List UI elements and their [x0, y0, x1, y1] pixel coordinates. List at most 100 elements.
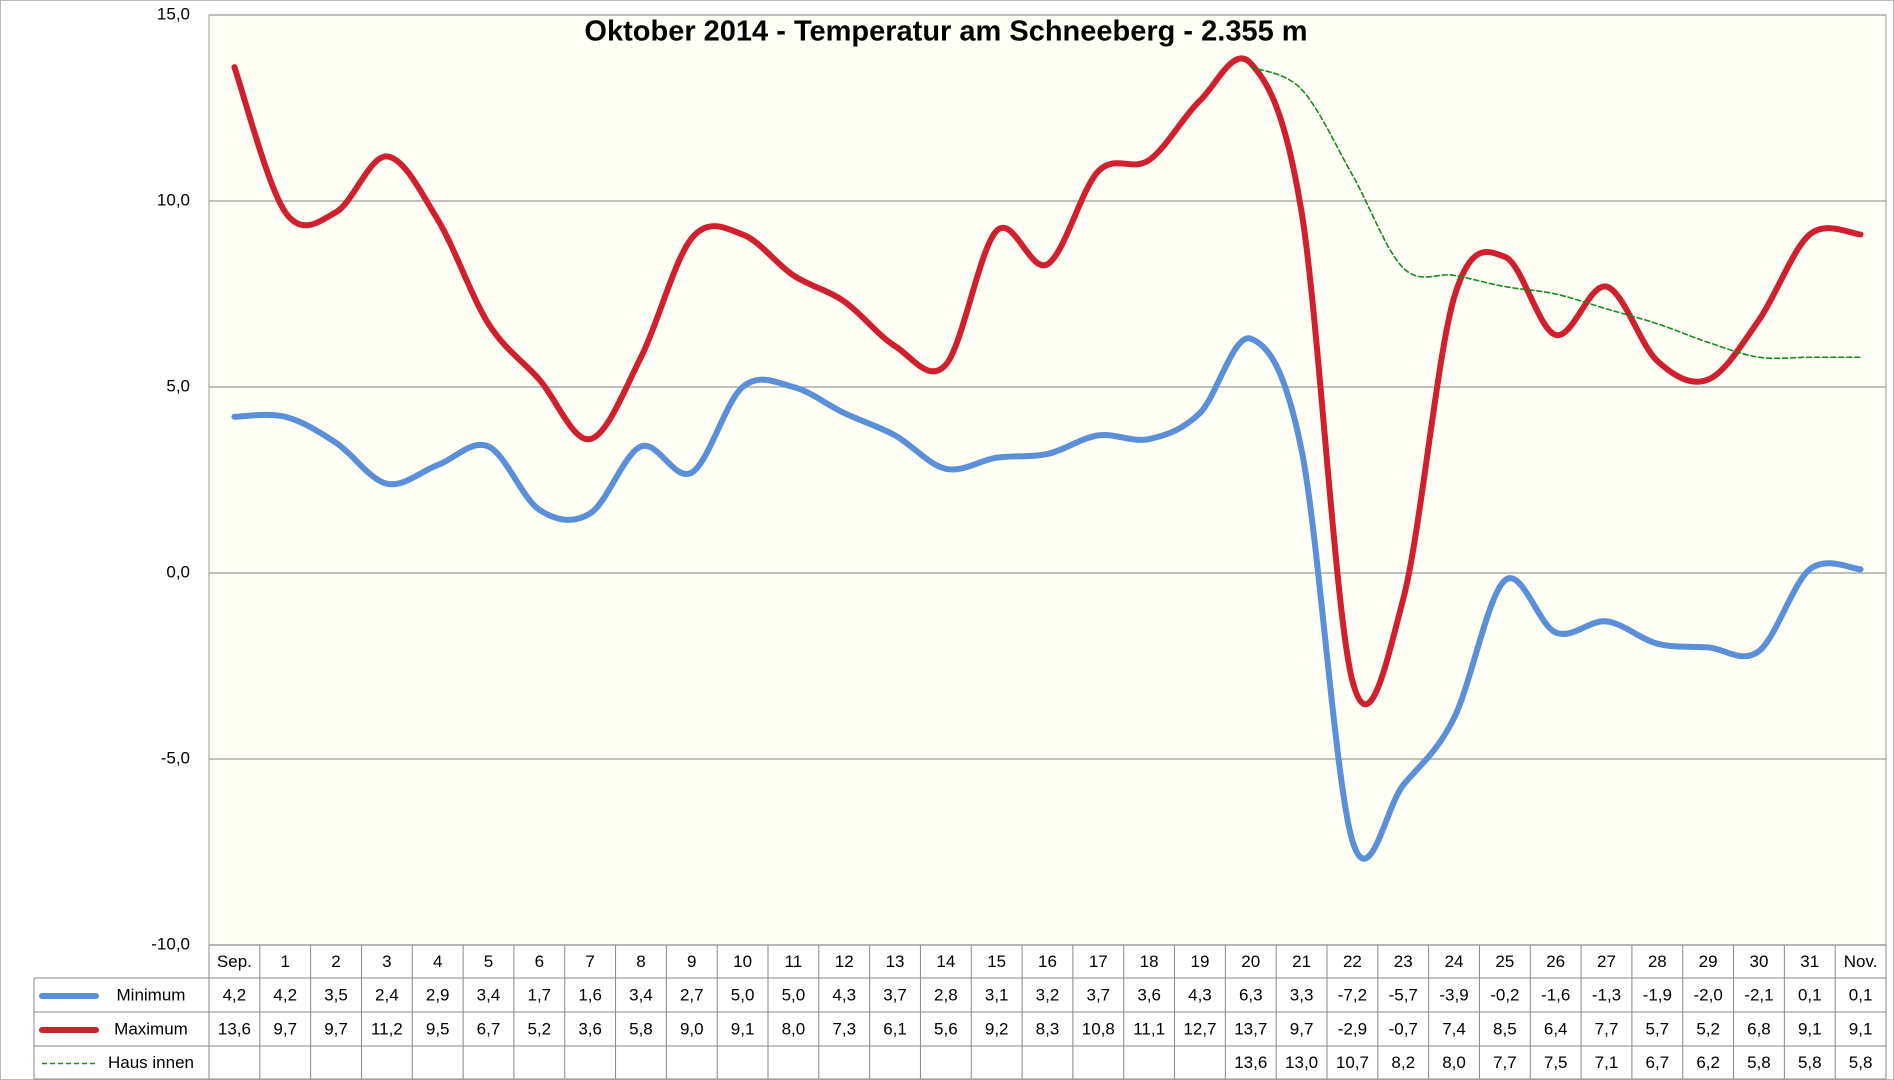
x-tick-label: 13: [886, 952, 905, 971]
x-tick-label: 11: [785, 952, 803, 971]
data-label: 9,2: [985, 1019, 1009, 1038]
data-label: 4,3: [1188, 985, 1212, 1004]
data-label: 5,6: [934, 1019, 958, 1038]
x-tick-label: 14: [936, 952, 955, 971]
data-label: 8,5: [1493, 1019, 1517, 1038]
x-tick-label: 20: [1241, 952, 1260, 971]
data-table: Sep. 1 2 3 4 5 6 7 8 9 10 11 12 13 14 15 16 17 18 19 20 21 22 2…: [33, 944, 1887, 1080]
x-tick-label: 5: [484, 952, 493, 971]
data-label: 13,7: [1234, 1019, 1267, 1038]
x-tick-label: 25: [1495, 952, 1514, 971]
data-label: 0,1: [1798, 985, 1822, 1004]
data-label: 13,6: [1234, 1053, 1267, 1072]
chart-title: Oktober 2014 - Temperatur am Schneeberg …: [584, 16, 1307, 48]
data-label: 13,0: [1285, 1053, 1318, 1072]
x-tick-label: 3: [382, 952, 391, 971]
data-label: 5,2: [527, 1019, 551, 1038]
x-tick-label: 17: [1089, 952, 1108, 971]
data-label: 5,0: [782, 985, 806, 1004]
data-label: 0,1: [1849, 985, 1873, 1004]
y-tick-label: 0,0: [166, 562, 190, 581]
lines: [231, 55, 1864, 862]
data-label: -1,6: [1541, 985, 1570, 1004]
data-label: 11,2: [371, 1019, 403, 1038]
data-label: -7,2: [1338, 985, 1367, 1004]
series-line: [231, 55, 1864, 708]
data-label: 10,7: [1336, 1053, 1369, 1072]
x-tick-label: Nov.: [1844, 952, 1878, 971]
data-label: -1,3: [1592, 985, 1621, 1004]
data-label: 3,7: [1086, 985, 1110, 1004]
x-tick-label: 8: [636, 952, 645, 971]
data-label: -2,9: [1338, 1019, 1367, 1038]
x-tick-label: 21: [1292, 952, 1311, 971]
data-label: 3,7: [883, 985, 907, 1004]
data-label: 4,2: [273, 985, 297, 1004]
data-label: 3,5: [324, 985, 348, 1004]
data-label: -3,9: [1439, 985, 1468, 1004]
data-label: 9,1: [731, 1019, 755, 1038]
series-line: [1249, 66, 1862, 360]
data-label: 9,0: [680, 1019, 704, 1038]
x-tick-label: 2: [331, 952, 340, 971]
data-label: 6,2: [1696, 1053, 1720, 1072]
data-label: 3,6: [1137, 985, 1161, 1004]
data-label: 9,1: [1798, 1019, 1822, 1038]
data-label: 9,5: [426, 1019, 450, 1038]
x-tick-label: Sep.: [217, 952, 252, 971]
data-label: 10,8: [1082, 1019, 1115, 1038]
x-tick-label: 28: [1648, 952, 1667, 971]
data-label: 11,1: [1133, 1019, 1165, 1038]
data-label: 1,6: [578, 985, 602, 1004]
data-label: 5,0: [731, 985, 755, 1004]
data-label: 5,8: [1849, 1053, 1873, 1072]
data-label: 8,3: [1036, 1019, 1060, 1038]
data-label: 3,4: [629, 985, 653, 1004]
data-label: 2,4: [375, 985, 399, 1004]
legend-label: Minimum: [117, 985, 186, 1004]
data-label: -2,1: [1744, 985, 1773, 1004]
legend-label: Maximum: [114, 1019, 188, 1038]
x-tick-label: 31: [1800, 952, 1819, 971]
data-label: 2,8: [934, 985, 958, 1004]
x-tick-label: 9: [687, 952, 696, 971]
data-label: 7,7: [1493, 1053, 1517, 1072]
y-tick-label: 5,0: [166, 376, 190, 395]
data-label: -0,2: [1490, 985, 1519, 1004]
x-tick-label: 24: [1445, 952, 1464, 971]
data-label: 9,1: [1849, 1019, 1873, 1038]
data-label: 8,0: [782, 1019, 806, 1038]
x-tick-label: 22: [1343, 952, 1362, 971]
y-tick-label: 10,0: [157, 190, 190, 209]
data-label: -2,0: [1693, 985, 1722, 1004]
x-tick-label: 12: [835, 952, 854, 971]
data-label: 7,3: [832, 1019, 856, 1038]
data-label: 5,2: [1696, 1019, 1720, 1038]
data-label: 9,7: [324, 1019, 348, 1038]
data-label: 4,3: [832, 985, 856, 1004]
x-tick-label: 10: [733, 952, 752, 971]
x-tick-label: 6: [535, 952, 544, 971]
x-tick-label: 29: [1699, 952, 1718, 971]
x-tick-label: 23: [1394, 952, 1413, 971]
data-label: 5,7: [1645, 1019, 1669, 1038]
x-tick-label: 18: [1140, 952, 1159, 971]
data-label: 3,2: [1036, 985, 1060, 1004]
data-label: 3,1: [985, 985, 1009, 1004]
data-label: 6,1: [883, 1019, 907, 1038]
data-label: 6,4: [1544, 1019, 1568, 1038]
data-label: -1,9: [1643, 985, 1672, 1004]
data-label: 6,7: [1645, 1053, 1669, 1072]
data-label: 9,7: [1290, 1019, 1314, 1038]
data-label: 6,3: [1239, 985, 1263, 1004]
data-label: 3,4: [477, 985, 501, 1004]
legend-label: Haus innen: [108, 1053, 194, 1072]
x-tick-label: 16: [1038, 952, 1057, 971]
x-tick-label: 30: [1749, 952, 1768, 971]
series-line: [231, 335, 1864, 862]
data-label: 2,7: [680, 985, 704, 1004]
data-label: 4,2: [223, 985, 247, 1004]
data-label: -5,7: [1389, 985, 1418, 1004]
x-tick-label: 27: [1597, 952, 1616, 971]
